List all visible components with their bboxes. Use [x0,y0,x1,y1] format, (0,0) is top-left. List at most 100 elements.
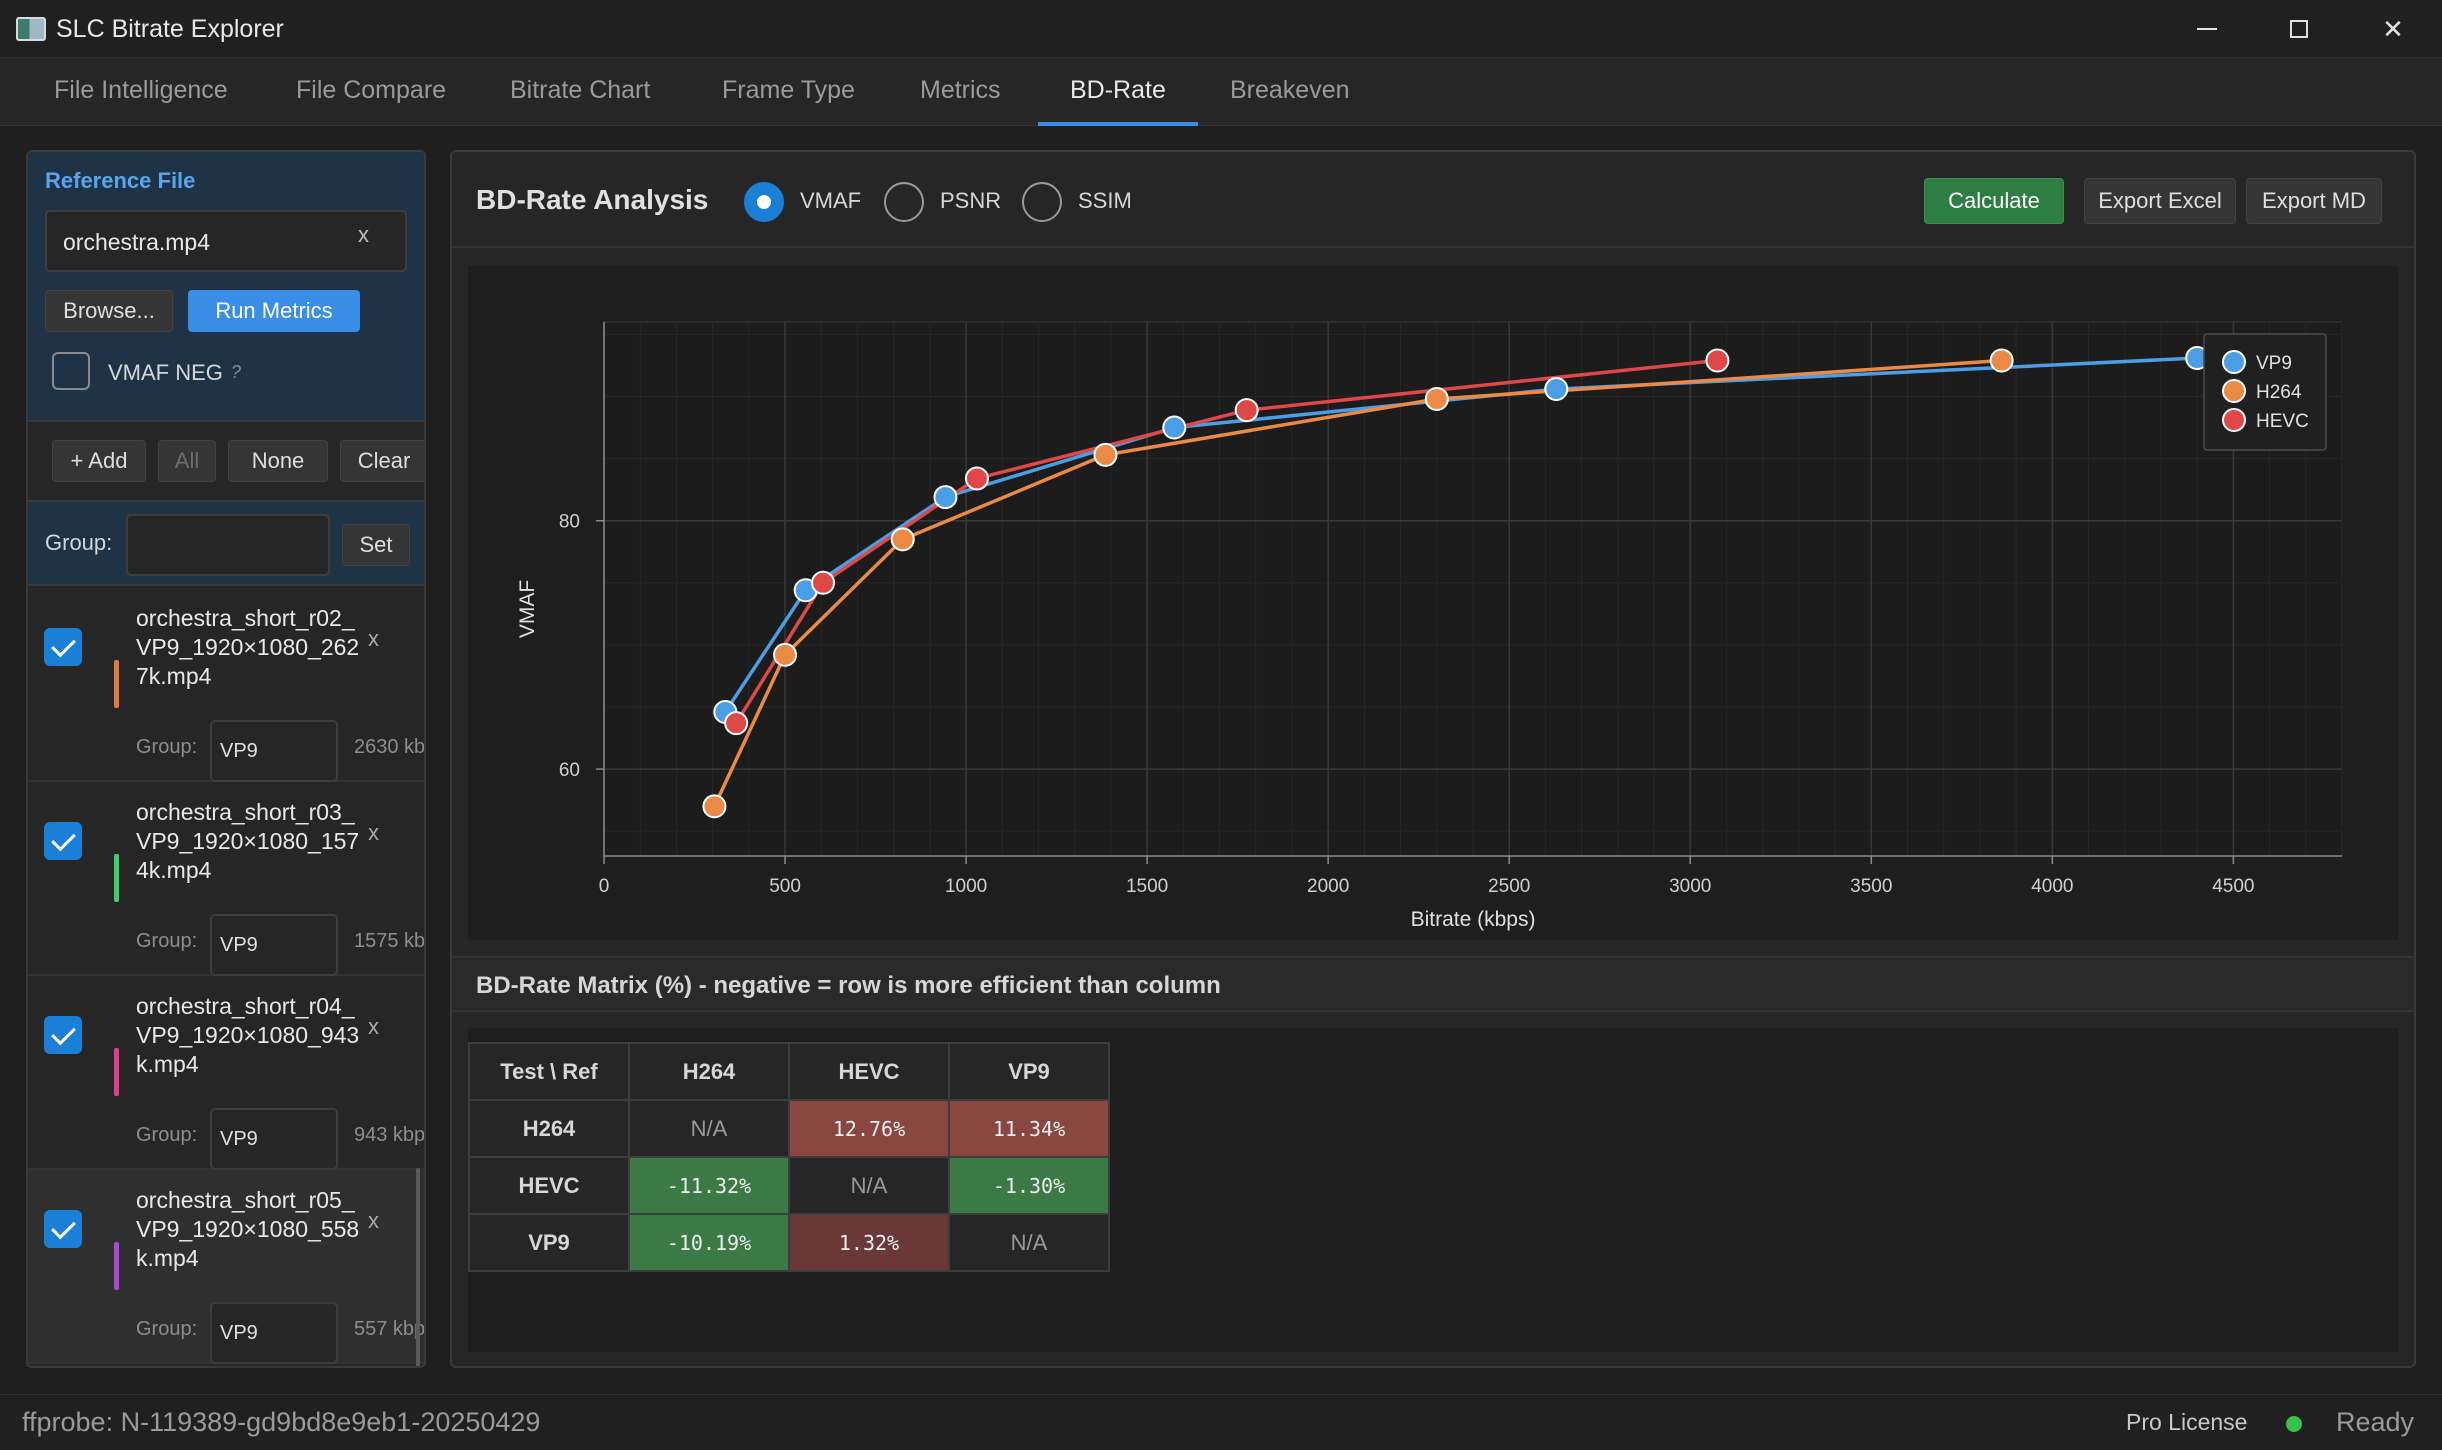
bd-rate-panel: BD-Rate Analysis VMAF PSNR SSIM Calculat… [450,150,2416,1368]
file-color-swatch [114,660,119,708]
matrix-row-header: HEVC [468,1156,630,1215]
file-group-input[interactable]: VP9 [210,1302,338,1364]
ready-status: Ready [2336,1407,2415,1437]
reference-file-title: Reference File [45,168,196,193]
metric-radio-psnr[interactable] [884,182,924,222]
analysis-title: BD-Rate Analysis [476,184,709,215]
vmaf-neg-checkbox[interactable] [52,352,90,390]
tab-metrics[interactable]: Metrics [920,76,1001,104]
minimize-button[interactable] [2160,0,2254,58]
group-assign-row: Group: Set [28,502,424,586]
file-group-label: Group: [136,736,198,758]
matrix-cell: N/A [948,1213,1110,1272]
file-color-swatch [114,854,119,902]
metric-label-vmaf: VMAF [800,188,862,213]
group-input[interactable] [126,514,330,576]
file-bitrate: 557 kbps [354,1318,424,1340]
vmaf-neg-label: VMAF NEG [108,360,223,385]
file-bitrate: 2630 kbps [354,736,426,758]
metric-radio-vmaf[interactable] [744,182,784,222]
calculate-button[interactable]: Calculate [1924,178,2064,224]
file-group-label: Group: [136,1124,198,1146]
matrix-col-header: H264 [628,1042,790,1101]
file-checkbox[interactable] [44,1016,82,1054]
matrix-cell: 11.34% [948,1099,1110,1158]
x-tick-label: 1500 [1126,876,1168,897]
file-list-scrollbar[interactable] [416,1168,420,1366]
bd-rate-matrix: Test \ Ref H264 HEVC VP9 H264 N/A 12.76%… [468,1042,1110,1272]
tab-breakeven[interactable]: Breakeven [1230,76,1350,104]
remove-file-button[interactable]: x [368,626,379,651]
file-checkbox[interactable] [44,1210,82,1248]
file-list-item[interactable]: orchestra_short_r05_VP9_1920×1080_558k.m… [28,1170,424,1364]
matrix-cell: -11.32% [628,1156,790,1215]
x-tick-label: 3500 [1850,876,1892,897]
matrix-row-header: H264 [468,1099,630,1158]
y-tick-label: 80 [559,512,580,533]
legend-marker [2222,408,2246,432]
set-group-button[interactable]: Set [342,524,410,566]
file-group-input[interactable]: VP9 [210,914,338,976]
select-all-button[interactable]: All [158,440,216,482]
license-status: Pro License [2126,1409,2248,1435]
maximize-button[interactable] [2252,0,2346,58]
tab-frame-type[interactable]: Frame Type [722,76,855,104]
x-tick-label: 4500 [2212,876,2254,897]
reference-file-field[interactable]: orchestra.mp4 x [45,210,407,272]
window-title: SLC Bitrate Explorer [56,15,284,43]
data-point-hevc [964,466,989,491]
matrix-row: VP9 -10.19% 1.32% N/A [468,1213,1110,1272]
tab-bd-rate[interactable]: BD-Rate [1070,76,1166,104]
reference-file-value: orchestra.mp4 [63,229,211,255]
file-list-item[interactable]: orchestra_short_r02_VP9_1920×1080_2627k.… [28,588,424,782]
file-list-item[interactable]: orchestra_short_r03_VP9_1920×1080_1574k.… [28,782,424,976]
clear-files-button[interactable]: Clear [340,440,424,482]
file-list-toolbar: + Add All None Clear [28,424,424,502]
matrix-title: BD-Rate Matrix (%) - negative = row is m… [476,972,1221,999]
data-point-h264 [1989,348,2014,373]
close-window-button[interactable]: ✕ [2346,0,2440,58]
add-files-button[interactable]: + Add [52,440,146,482]
browse-button[interactable]: Browse... [45,290,173,332]
file-name: orchestra_short_r03_VP9_1920×1080_1574k.… [136,799,360,883]
matrix-corner: Test \ Ref [468,1042,630,1101]
file-color-swatch [114,1242,119,1290]
minimize-icon [2197,28,2217,30]
legend-label: H264 [2256,382,2302,403]
metric-radio-ssim[interactable] [1022,182,1062,222]
file-group-label: Group: [136,930,198,952]
tab-file-intelligence[interactable]: File Intelligence [54,76,228,104]
export-excel-button[interactable]: Export Excel [2084,178,2236,224]
group-label: Group: [45,530,113,555]
matrix-row: HEVC -11.32% N/A -1.30% [468,1156,1110,1215]
file-list-item[interactable]: orchestra_short_r04_VP9_1920×1080_943k.m… [28,976,424,1170]
export-md-button[interactable]: Export MD [2246,178,2382,224]
remove-file-button[interactable]: x [368,1208,379,1233]
vmaf-neg-help-icon[interactable]: ? [231,362,242,382]
file-checkbox[interactable] [44,822,82,860]
matrix-row-header: VP9 [468,1213,630,1272]
x-axis-label: Bitrate (kbps) [1411,908,1536,931]
tab-bitrate-chart[interactable]: Bitrate Chart [510,76,651,104]
remove-file-button[interactable]: x [368,820,379,845]
x-tick-label: 0 [599,876,610,897]
matrix-cell: -10.19% [628,1213,790,1272]
file-checkbox[interactable] [44,628,82,666]
ffprobe-version: ffprobe: N-119389-gd9bd8e9eb1-20250429 [22,1407,541,1437]
legend-label: HEVC [2256,411,2309,432]
data-point-hevc [724,711,749,736]
file-group-input[interactable]: VP9 [210,1108,338,1170]
run-metrics-button[interactable]: Run Metrics [188,290,360,332]
tab-file-compare[interactable]: File Compare [296,76,447,104]
file-group-input[interactable]: VP9 [210,720,338,782]
matrix-col-header: HEVC [788,1042,950,1101]
clear-reference-button[interactable]: x [358,222,369,247]
data-point-h264 [702,794,727,819]
legend-marker [2222,379,2246,403]
remove-file-button[interactable]: x [368,1014,379,1039]
matrix-area: Test \ Ref H264 HEVC VP9 H264 N/A 12.76%… [468,1028,2398,1352]
data-point-hevc [1234,398,1259,423]
x-tick-label: 2500 [1488,876,1530,897]
select-none-button[interactable]: None [228,440,328,482]
matrix-header: BD-Rate Matrix (%) - negative = row is m… [452,956,2414,1012]
